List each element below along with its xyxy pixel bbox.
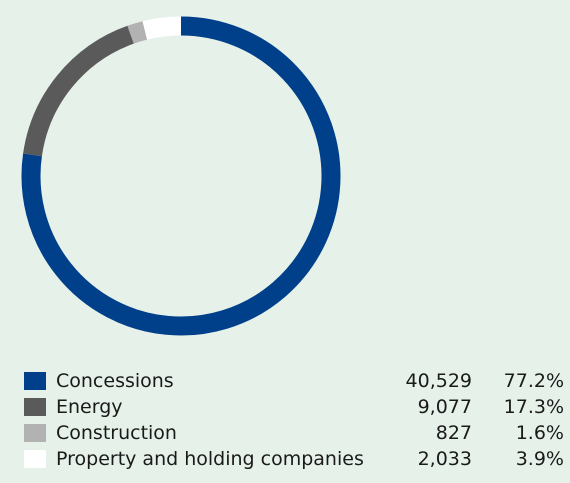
donut-segment-construction (127, 21, 148, 44)
legend: Concessions 40,529 77.2% Energy 9,077 17… (24, 368, 564, 472)
legend-swatch-construction (24, 424, 46, 442)
legend-row-property-holding: Property and holding companies 2,033 3.9… (24, 446, 564, 472)
donut-segment-energy (23, 25, 134, 157)
legend-value-energy: 9,077 (417, 396, 472, 418)
legend-value-concessions: 40,529 (405, 370, 472, 392)
legend-value-property-holding: 2,033 (417, 448, 472, 470)
legend-value-construction: 827 (435, 422, 472, 444)
legend-swatch-energy (24, 398, 46, 416)
legend-label-concessions: Concessions (56, 370, 174, 392)
legend-percent-property-holding: 3.9% (515, 448, 564, 470)
legend-percent-energy: 17.3% (503, 396, 564, 418)
legend-row-concessions: Concessions 40,529 77.2% (24, 368, 564, 394)
legend-label-energy: Energy (56, 396, 123, 418)
legend-swatch-concessions (24, 372, 46, 390)
legend-percent-construction: 1.6% (515, 422, 564, 444)
legend-label-property-holding: Property and holding companies (56, 448, 364, 470)
donut-segment-concessions (21, 16, 341, 336)
legend-swatch-property-holding (24, 450, 46, 468)
legend-label-construction: Construction (56, 422, 177, 444)
donut-segment-property-holding (142, 16, 182, 40)
donut-chart (21, 16, 341, 336)
legend-percent-concessions: 77.2% (503, 370, 564, 392)
legend-row-energy: Energy 9,077 17.3% (24, 394, 564, 420)
legend-row-construction: Construction 827 1.6% (24, 420, 564, 446)
